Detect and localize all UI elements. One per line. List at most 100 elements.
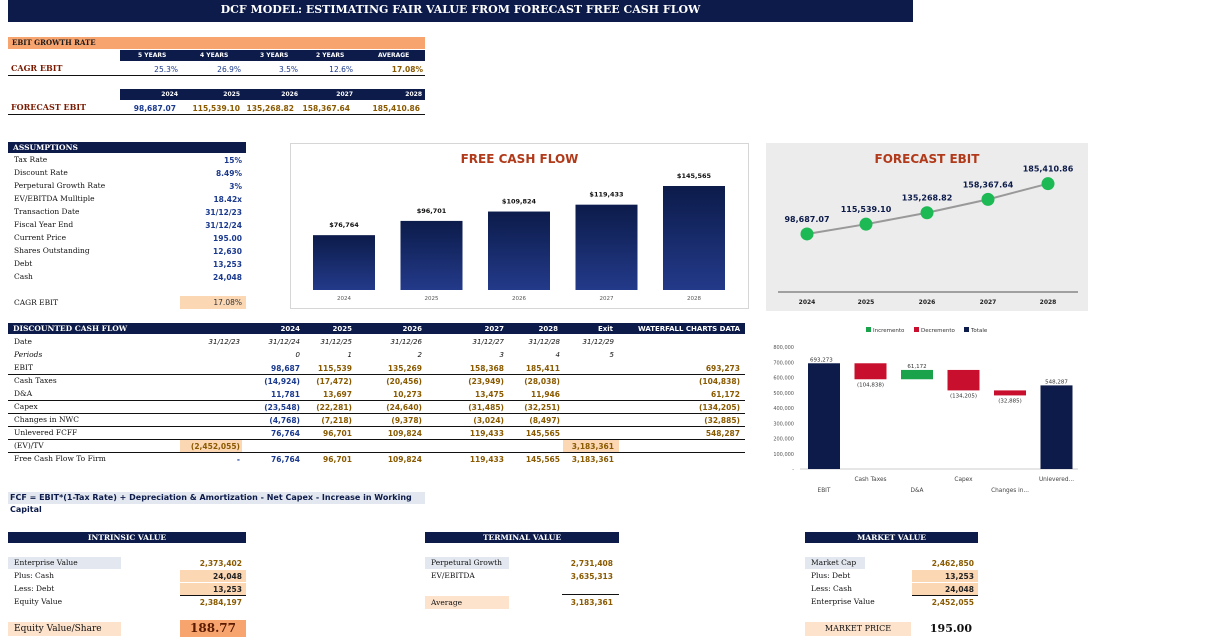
dcf-cell: 693,273 [705,364,740,373]
dcf-cell: 31/12/28 [528,338,560,346]
label-bg [8,557,121,569]
waterfall-chart: Incremento Decremento Totale 800,000 700,000… [766,322,1088,500]
cagr-3y: 3.5% [278,65,298,74]
assumption-label: EV/EBITDA Mulltiple [14,194,95,203]
ebit-point-label: 158,367.64 [963,180,1014,189]
dcf-cell: 5 [609,351,614,359]
dcf-cell: 119,433 [469,429,504,438]
market-price-label: MARKET PRICE [824,624,892,633]
waterfall-bar [994,390,1026,396]
waterfall-bar-label: 61,172 [907,364,926,370]
assumption-label: Transaction Date [14,207,80,216]
cagr-average: 17.08% [391,65,423,74]
waterfall-x-label: Changes in... [991,488,1029,494]
waterfall-bar-label: 548,287 [1045,379,1068,385]
dcf-row-label: Date [14,337,32,346]
dcf-cell: 145,565 [525,455,560,464]
waterfall-y-tick: 800,000 [773,345,794,351]
dcf-cell: 548,287 [705,429,740,438]
value-row-label: Less: Cash [811,584,852,593]
value-row-label: Plus: Cash [14,571,54,580]
dcf-cell: 3,183,361 [571,442,614,451]
forecast-ebit-2024: 98,687.07 [133,104,176,113]
waterfall-y-tick: 100,000 [773,452,794,458]
dcf-cell: 4 [555,351,560,359]
dcf-cell: (8,497) [529,416,560,425]
ebit-point-label: 115,539.10 [841,205,892,214]
fcf-bar-label: $119,433 [589,191,623,199]
cagr-2y: 12.6% [329,65,353,74]
dcf-cell: (104,838) [698,377,740,386]
ebit-year-label: 2026 [919,299,936,306]
assumption-label: Shares Outstanding [14,246,90,255]
ebit-marker [1041,177,1055,191]
dcf-cell: 135,269 [387,364,422,373]
dcf-cell: (20,456) [386,377,422,386]
forecast-ebit-2028: 185,410.86 [372,104,420,113]
forecast-ebit-2026: 135,268.82 [246,104,294,113]
cagr-ebit-label: CAGR EBIT [11,63,63,73]
value-bg [912,570,978,582]
legend-swatch [914,327,919,332]
terminal-avg-value: 3,183,361 [570,598,613,607]
intrinsic-divider [180,595,246,596]
label-bg [805,557,865,569]
dcf-cell: 98,687 [271,364,300,373]
dcf-cell: 185,411 [525,364,560,373]
fcf-year-label: 2025 [425,296,439,302]
dcf-cell: 13,697 [323,390,352,399]
fcf-bar [400,220,463,290]
dcf-cell: 158,368 [469,364,504,373]
assumption-value: 18.42x [213,195,242,204]
col-average: AVERAGE [378,52,410,59]
value-bg [180,570,246,582]
waterfall-x-label: Capex [954,477,973,483]
dcf-cell: 31/12/25 [320,338,352,346]
dcf-cell: 109,824 [387,455,422,464]
dcf-cell: (28,038) [524,377,560,386]
dcf-cell: (9,378) [391,416,422,425]
dcf-cell: - [236,455,240,464]
waterfall-bar-label: 693,273 [810,357,833,363]
waterfall-bar-label: (134,205) [950,393,977,399]
dcf-row-label: EBIT [14,363,33,372]
col-4y: 4 YEARS [200,52,229,59]
dcf-cell: (23,548) [264,403,300,412]
value-row-label: Market Cap [811,558,857,567]
dcf-cell: 115,539 [317,364,352,373]
dcf-cell: 11,946 [531,390,560,399]
forecast-year-2025: 2025 [223,91,240,98]
value-row-value: 13,253 [945,572,974,581]
forecast-year-2027: 2027 [336,91,353,98]
waterfall-y-tick: 400,000 [773,406,794,412]
fcf-year-label: 2024 [337,296,351,302]
equity-share-label-bg [8,622,121,636]
dcf-year-2027: 2027 [484,325,504,333]
market-header: MARKET VALUE [805,532,978,543]
assumption-label: Debt [14,259,33,268]
assumption-value: 195.00 [213,234,242,243]
ebit-point-label: 135,268.82 [902,194,953,203]
forecast-years: 2024 2025 2026 2027 2028 [120,89,425,100]
value-row-label: EV/EBITDA [431,571,475,580]
waterfall-bar-label: (104,838) [857,382,884,388]
row-divider [8,426,745,427]
ebit-marker [800,227,814,241]
dcf-cell: 11,781 [271,390,300,399]
dcf-cell: (2,452,055) [190,442,240,451]
ebit-year-label: 2024 [799,299,816,306]
dcf-cell: (134,205) [698,403,740,412]
dcf-row-label: (EV)/TV [14,441,44,450]
ebit-marker [981,192,995,206]
value-row-value: 2,731,408 [570,559,613,568]
terminal-header: TERMINAL VALUE [425,532,619,543]
value-bg [912,583,978,595]
dcf-year-2028: 2028 [538,325,558,333]
value-row-value: 24,048 [213,572,242,581]
forecast-year-2024: 2024 [161,91,178,98]
dcf-header: DISCOUNTED CASH FLOW [13,324,128,333]
equity-share-value: 188.77 [180,620,246,637]
dcf-cell: 109,824 [387,429,422,438]
assumption-value: 8.49% [215,169,242,178]
market-price-value: 195.00 [929,622,972,635]
